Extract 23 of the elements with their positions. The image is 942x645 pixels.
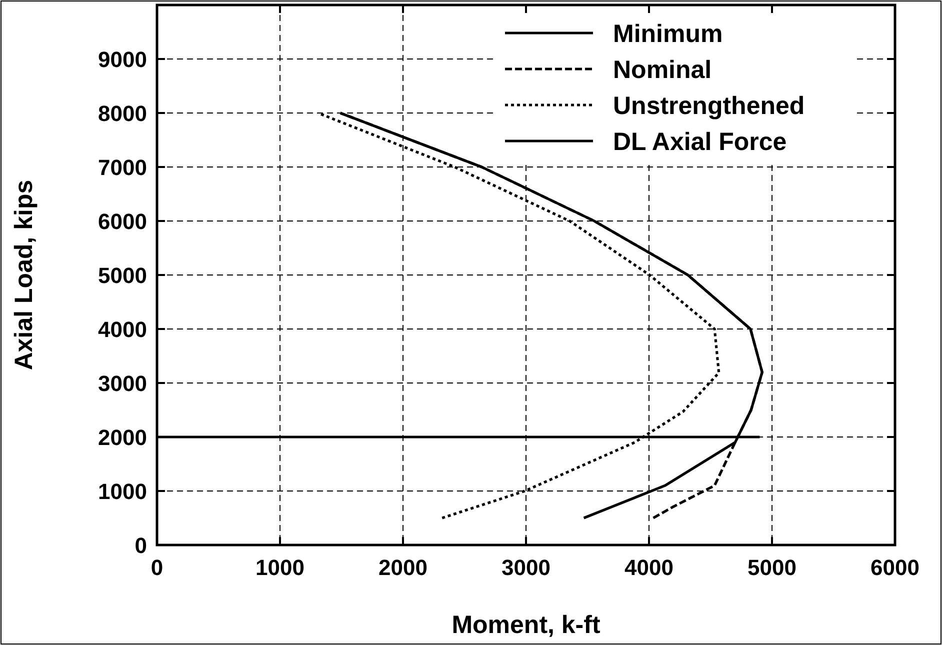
y-tick-label: 1000 — [98, 479, 147, 504]
legend-label: Minimum — [613, 20, 723, 48]
x-tick-label: 3000 — [502, 555, 550, 580]
x-tick-label: 2000 — [378, 555, 428, 580]
x-tick-label: 0 — [150, 555, 164, 580]
y-tick-label: 7000 — [98, 155, 147, 180]
y-tick-label: 8000 — [98, 101, 147, 126]
legend-label: Nominal — [613, 56, 712, 84]
y-tick-label: 4000 — [98, 317, 147, 342]
y-axis-title: Axial Load, kips — [10, 180, 38, 370]
x-tick-label: 4000 — [624, 555, 674, 580]
x-tick-label: 6000 — [870, 555, 920, 580]
y-tick-label: 9000 — [98, 47, 147, 72]
x-tick-label: 1000 — [256, 555, 304, 580]
y-tick-label: 5000 — [98, 263, 147, 288]
legend-label: DL Axial Force — [613, 128, 787, 156]
x-tick-label: 5000 — [748, 555, 796, 580]
x-axis-title: Moment, k-ft — [452, 611, 601, 639]
legend-label: Unstrengthened — [613, 92, 805, 120]
y-tick-label: 3000 — [98, 371, 147, 396]
y-tick-label: 6000 — [98, 209, 147, 234]
y-tick-label: 0 — [134, 533, 147, 558]
y-tick-label: 2000 — [98, 425, 147, 450]
